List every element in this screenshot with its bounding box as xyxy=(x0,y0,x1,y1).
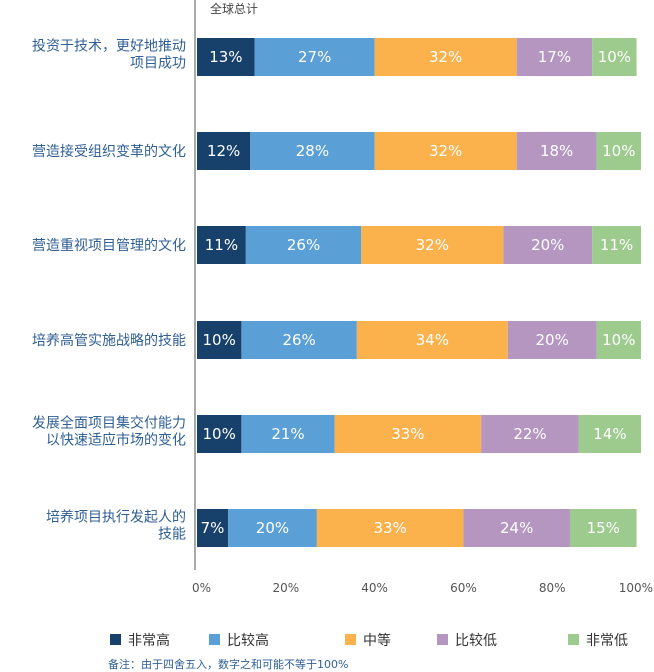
bar-value-label: 28% xyxy=(296,142,329,160)
bar-value-label: 32% xyxy=(429,142,462,160)
bar-value-label: 26% xyxy=(282,331,315,349)
bar-value-label: 20% xyxy=(531,236,564,254)
category-label: 以快速适应市场的变化 xyxy=(46,432,186,449)
chart-subtitle: 全球总计 xyxy=(210,1,258,16)
bar-segment xyxy=(197,38,255,76)
bars-group: 13% 27% 32% 17% 10% 12% 28% 32% 18% 10% 11% 26% 32% 2… xyxy=(197,38,641,547)
legend-label: 比较低 xyxy=(455,633,497,649)
legend-label: 非常低 xyxy=(586,633,628,649)
legend-label: 比较高 xyxy=(227,632,269,649)
x-tick-label: 20% xyxy=(272,581,299,595)
bar-value-label: 11% xyxy=(205,236,238,254)
bar-segment xyxy=(503,226,593,264)
bar-value-label: 13% xyxy=(209,48,242,66)
bar-segment xyxy=(334,415,482,453)
bar-segment xyxy=(569,509,637,547)
category-labels: 投资于技术，更好地推动项目成功营造接受组织变革的文化营造重视项目管理的文化培养高… xyxy=(32,39,186,543)
bar-value-label: 32% xyxy=(429,48,462,66)
x-tick-label: 100% xyxy=(619,581,653,595)
x-tick-label: 80% xyxy=(539,581,566,595)
legend-swatch xyxy=(209,634,220,645)
bar-value-label: 34% xyxy=(416,331,449,349)
bar-segment xyxy=(596,321,641,359)
bar-value-label: 32% xyxy=(416,236,449,254)
legend-swatch xyxy=(345,634,356,645)
bar-segment xyxy=(356,321,508,359)
bar-value-label: 20% xyxy=(536,331,569,349)
bar-value-label: 20% xyxy=(256,519,289,537)
bar-segment xyxy=(463,509,570,547)
bar-value-label: 33% xyxy=(373,519,406,537)
bar-value-label: 14% xyxy=(593,425,626,443)
bar-value-label: 10% xyxy=(203,331,236,349)
bar-segment xyxy=(250,132,375,170)
bar-segment xyxy=(516,132,597,170)
legend-label: 非常高 xyxy=(128,632,170,649)
bar-value-label: 12% xyxy=(207,142,240,160)
category-label: 投资于技术，更好地推动 xyxy=(32,39,186,55)
footnote: 备注：由于四舍五入，数字之和可能不等于100% xyxy=(108,657,348,671)
bar-value-label: 10% xyxy=(602,142,635,160)
x-tick-label: 0% xyxy=(192,581,211,595)
category-label: 技能 xyxy=(158,527,186,543)
x-tick-label: 40% xyxy=(361,581,388,595)
bar-value-label: 33% xyxy=(391,425,424,443)
bar-segment xyxy=(516,38,593,76)
x-axis-ticks: 0% 20% 40% 60% 80% 100% xyxy=(192,581,653,595)
bar-segment xyxy=(197,226,246,264)
bar-segment xyxy=(374,38,517,76)
bar-value-label: 11% xyxy=(600,236,633,254)
bar-segment xyxy=(507,321,597,359)
bar-segment xyxy=(361,226,504,264)
bar-segment xyxy=(197,509,229,547)
bar-segment xyxy=(592,226,641,264)
legend-label: 中等 xyxy=(363,632,391,649)
category-label: 项目成功 xyxy=(130,56,186,72)
bar-value-label: 18% xyxy=(540,142,573,160)
bar-value-label: 7% xyxy=(201,519,225,537)
bar-segment xyxy=(592,38,637,76)
category-label: 营造重视项目管理的文化 xyxy=(32,238,186,254)
bar-value-label: 10% xyxy=(598,48,631,66)
bar-segment xyxy=(254,38,375,76)
bar-segment xyxy=(197,321,242,359)
bar-value-label: 26% xyxy=(287,236,320,254)
bar-value-label: 22% xyxy=(513,425,546,443)
bar-segment xyxy=(197,415,242,453)
legend-swatch xyxy=(568,634,579,645)
bar-segment xyxy=(578,415,641,453)
bar-segment xyxy=(481,415,579,453)
bar-segment xyxy=(245,226,362,264)
x-tick-label: 60% xyxy=(450,581,477,595)
legend-swatch xyxy=(437,634,448,645)
bar-segment xyxy=(197,132,251,170)
bar-value-label: 10% xyxy=(203,425,236,443)
bar-value-label: 10% xyxy=(602,331,635,349)
legend-swatch xyxy=(110,634,121,645)
category-label: 培养项目执行发起人的 xyxy=(46,510,186,526)
bar-segment xyxy=(374,132,517,170)
bar-value-label: 17% xyxy=(538,48,571,66)
bar-value-label: 21% xyxy=(271,425,304,443)
category-label: 培养高管实施战略的技能 xyxy=(32,332,186,349)
bar-segment xyxy=(316,509,464,547)
bar-segment xyxy=(596,132,641,170)
legend: 非常高 比较高 中等 比较低 非常低 xyxy=(110,632,628,649)
bar-value-label: 27% xyxy=(298,48,331,66)
category-label: 营造接受组织变革的文化 xyxy=(32,143,186,160)
category-label: 发展全面项目集交付能力 xyxy=(32,415,186,432)
bar-value-label: 15% xyxy=(587,519,620,537)
bar-value-label: 24% xyxy=(500,519,533,537)
bar-segment xyxy=(241,321,357,359)
bar-segment xyxy=(241,415,335,453)
bar-segment xyxy=(228,509,317,547)
